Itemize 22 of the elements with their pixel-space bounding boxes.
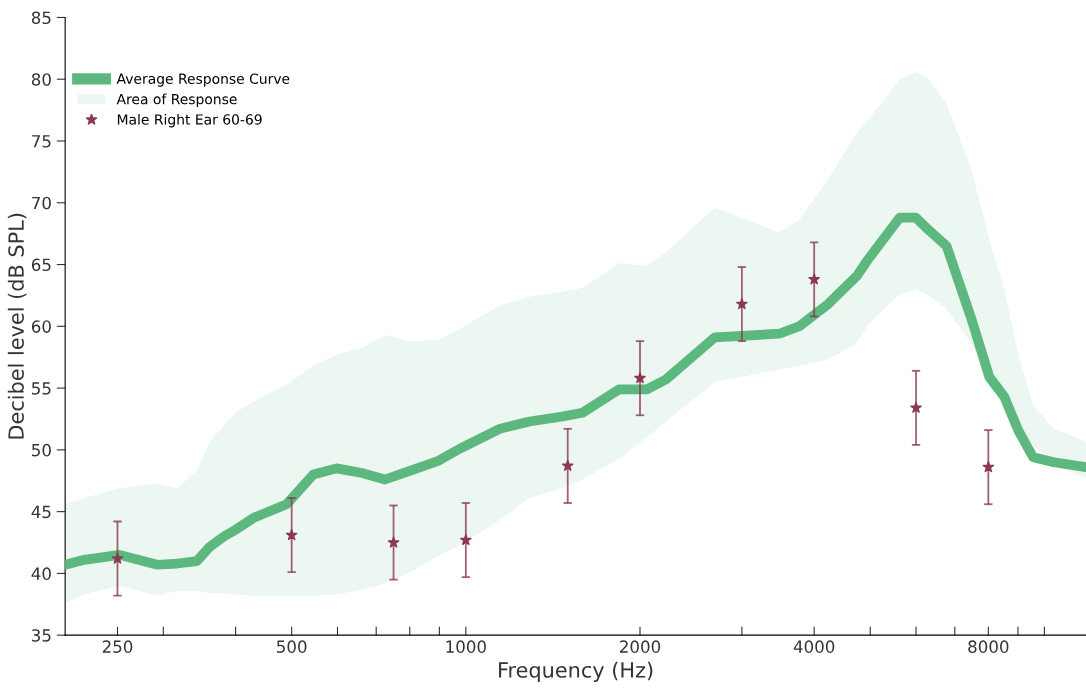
legend-label: Average Response Curve	[116, 73, 290, 87]
x-tick-label: 1000	[446, 640, 486, 653]
legend-label: Male Right Ear 60-69	[117, 113, 262, 128]
x-tick-label: 2000	[620, 640, 661, 653]
y-tick-label: 35	[32, 629, 51, 642]
y-tick-label: 60	[31, 320, 51, 333]
y-tick-label: 50	[32, 443, 51, 457]
x-tick-label: 500	[277, 640, 307, 653]
y-tick-label: 85	[31, 11, 51, 25]
y-axis-title: Decibel level (dB SPL)	[7, 213, 27, 439]
y-tick-label: 65	[31, 258, 51, 272]
y-tick-label: 55	[32, 382, 51, 395]
y-tick-label: 70	[32, 196, 51, 210]
y-tick-label: 45	[31, 505, 51, 519]
x-tick-label: 250	[102, 640, 133, 653]
y-tick-label: 75	[32, 135, 51, 148]
legend-label: Area of Response	[116, 93, 237, 108]
x-axis-title: Frequency (Hz)	[499, 661, 653, 682]
y-tick-label: 80	[31, 73, 51, 86]
x-tick-label: 8000	[968, 640, 1009, 653]
y-tick-label: 40	[31, 567, 51, 580]
x-tick-label: 4000	[793, 640, 835, 653]
